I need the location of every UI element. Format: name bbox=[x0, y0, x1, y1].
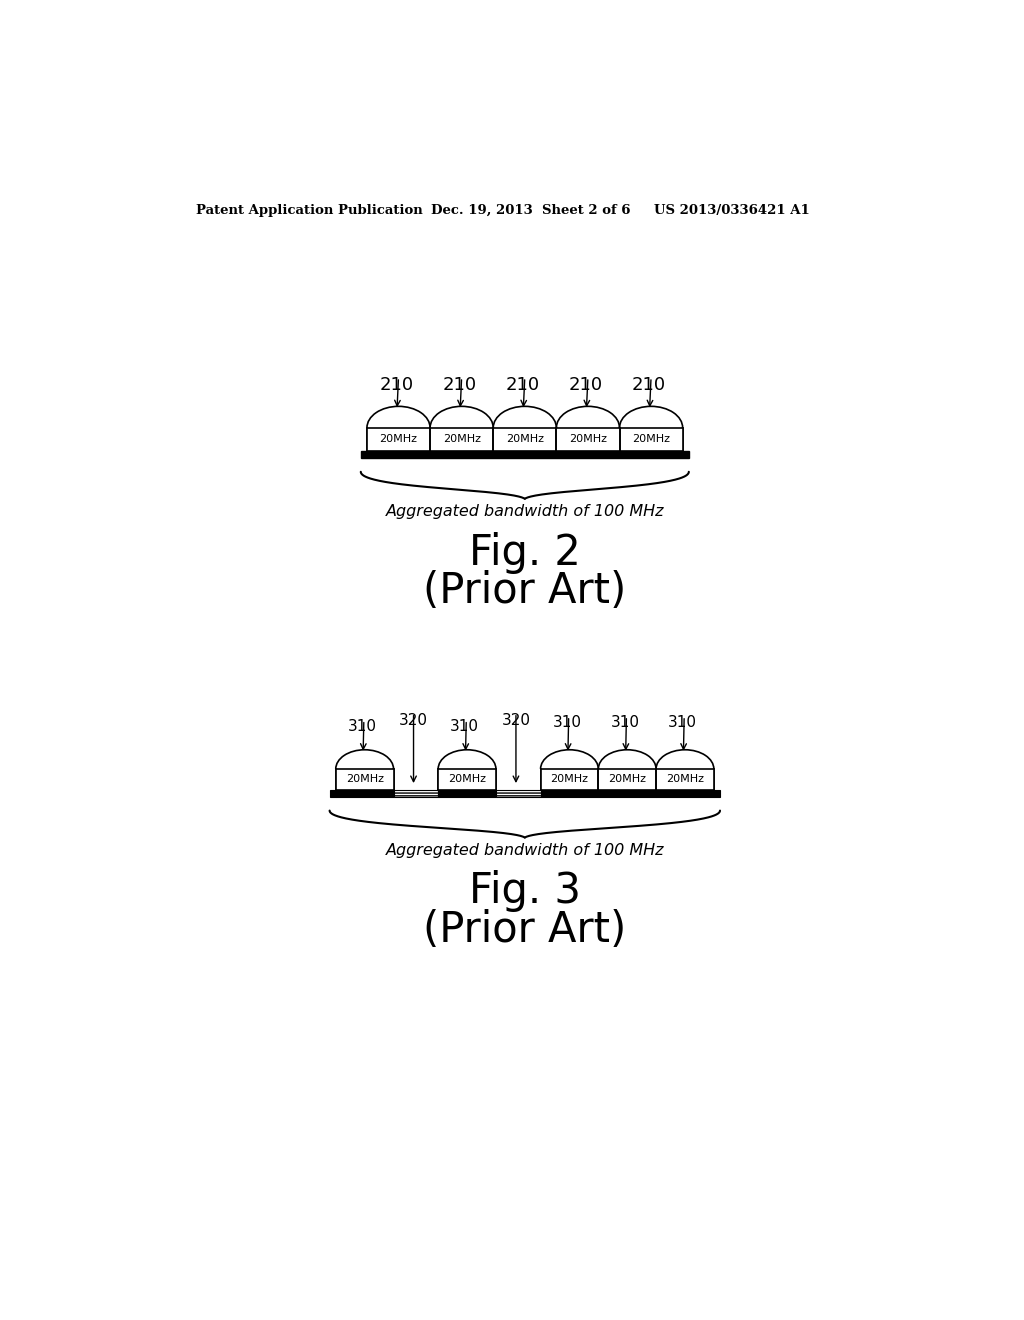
Bar bbox=[438, 770, 496, 789]
Bar bbox=[620, 428, 683, 451]
Text: 20MHz: 20MHz bbox=[449, 774, 486, 784]
Text: 20MHz: 20MHz bbox=[380, 434, 418, 444]
Bar bbox=[620, 428, 683, 451]
Text: 20MHz: 20MHz bbox=[666, 774, 703, 784]
Bar bbox=[598, 770, 656, 789]
Bar bbox=[541, 789, 598, 797]
Text: (Prior Art): (Prior Art) bbox=[423, 570, 627, 612]
Text: 20MHz: 20MHz bbox=[551, 774, 589, 784]
Bar bbox=[494, 428, 556, 451]
Bar bbox=[360, 451, 689, 458]
Bar bbox=[430, 428, 494, 451]
Text: Dec. 19, 2013  Sheet 2 of 6: Dec. 19, 2013 Sheet 2 of 6 bbox=[431, 205, 631, 218]
Bar bbox=[598, 770, 656, 789]
Text: Fig. 2: Fig. 2 bbox=[469, 532, 581, 574]
Ellipse shape bbox=[657, 751, 713, 787]
Bar bbox=[556, 428, 620, 451]
Bar bbox=[367, 428, 430, 451]
Text: 310: 310 bbox=[610, 715, 639, 730]
Ellipse shape bbox=[542, 751, 597, 787]
Text: US 2013/0336421 A1: US 2013/0336421 A1 bbox=[654, 205, 810, 218]
Bar bbox=[494, 428, 556, 451]
Bar bbox=[541, 770, 598, 789]
Text: 320: 320 bbox=[502, 713, 530, 729]
Bar bbox=[438, 770, 496, 789]
Text: 310: 310 bbox=[451, 719, 479, 734]
Bar bbox=[494, 428, 556, 451]
Bar bbox=[556, 428, 620, 451]
Bar bbox=[336, 789, 393, 797]
Ellipse shape bbox=[557, 408, 618, 449]
Text: 210: 210 bbox=[506, 376, 540, 393]
Bar bbox=[330, 789, 336, 797]
Text: 210: 210 bbox=[379, 376, 414, 393]
Ellipse shape bbox=[495, 408, 555, 449]
Bar bbox=[598, 789, 656, 797]
Text: 310: 310 bbox=[348, 719, 377, 734]
Bar bbox=[656, 770, 714, 789]
Text: 20MHz: 20MHz bbox=[569, 434, 607, 444]
Bar bbox=[656, 770, 714, 789]
Text: 310: 310 bbox=[668, 715, 697, 730]
Text: Aggregated bandwidth of 100 MHz: Aggregated bandwidth of 100 MHz bbox=[386, 843, 664, 858]
Ellipse shape bbox=[431, 408, 493, 449]
Text: 210: 210 bbox=[568, 376, 603, 393]
Text: 210: 210 bbox=[442, 376, 476, 393]
Text: 20MHz: 20MHz bbox=[442, 434, 480, 444]
Text: 210: 210 bbox=[632, 376, 666, 393]
Bar bbox=[541, 770, 598, 789]
Text: 20MHz: 20MHz bbox=[506, 434, 544, 444]
Bar bbox=[393, 789, 438, 797]
Ellipse shape bbox=[439, 751, 495, 787]
Ellipse shape bbox=[599, 751, 655, 787]
Ellipse shape bbox=[621, 408, 682, 449]
Bar bbox=[556, 428, 620, 451]
Bar bbox=[656, 789, 714, 797]
Bar bbox=[430, 428, 494, 451]
Text: 20MHz: 20MHz bbox=[632, 434, 670, 444]
Bar bbox=[367, 428, 430, 451]
Text: 310: 310 bbox=[553, 715, 582, 730]
Bar bbox=[496, 789, 541, 797]
Text: 20MHz: 20MHz bbox=[346, 774, 384, 784]
Text: Aggregated bandwidth of 100 MHz: Aggregated bandwidth of 100 MHz bbox=[386, 504, 664, 519]
Bar bbox=[438, 789, 496, 797]
Bar bbox=[714, 789, 720, 797]
Bar bbox=[336, 770, 393, 789]
Bar bbox=[620, 428, 683, 451]
Ellipse shape bbox=[368, 408, 429, 449]
Bar bbox=[367, 428, 430, 451]
Bar bbox=[438, 770, 496, 789]
Text: 20MHz: 20MHz bbox=[608, 774, 646, 784]
Text: Patent Application Publication: Patent Application Publication bbox=[196, 205, 423, 218]
Text: Fig. 3: Fig. 3 bbox=[469, 870, 581, 912]
Ellipse shape bbox=[337, 751, 392, 787]
Bar bbox=[541, 770, 598, 789]
Bar bbox=[336, 770, 393, 789]
Bar bbox=[598, 770, 656, 789]
Bar bbox=[430, 428, 494, 451]
Text: (Prior Art): (Prior Art) bbox=[423, 909, 627, 950]
Bar bbox=[336, 770, 393, 789]
Bar bbox=[656, 770, 714, 789]
Text: 320: 320 bbox=[399, 713, 428, 729]
